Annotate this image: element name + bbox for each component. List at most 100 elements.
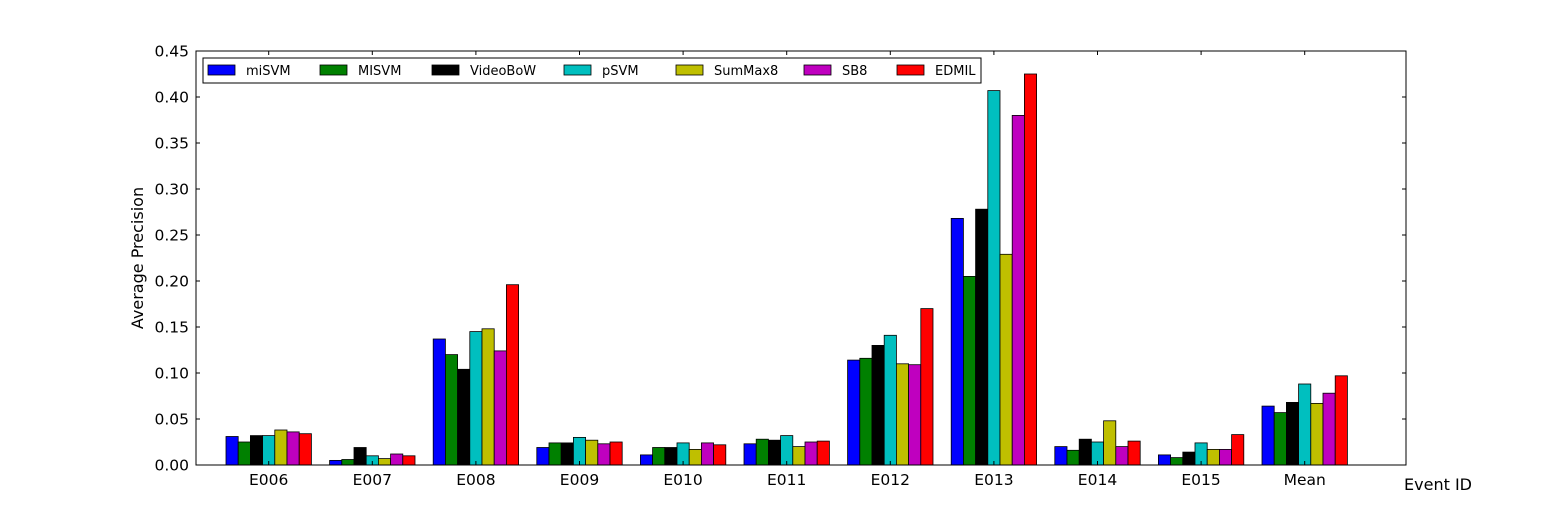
legend-label-psvm: pSVM — [602, 64, 639, 79]
y-tick-label: 0.45 — [154, 43, 189, 61]
y-tick-label: 0.10 — [154, 365, 189, 383]
x-tick-label: E009 — [560, 471, 599, 489]
bar-misvm-e010 — [640, 454, 654, 466]
bar-summax8-e007 — [377, 458, 391, 466]
bar-edmil-e015 — [1231, 434, 1245, 466]
legend-label-edmil: EDMIL — [935, 64, 976, 79]
x-tick-label: E012 — [871, 471, 910, 489]
bar-summax8-e010 — [688, 448, 702, 466]
legend-swatch-summax8 — [675, 64, 704, 76]
bar-videobow-e007 — [353, 447, 367, 466]
bar-misvm-e014 — [1054, 446, 1068, 466]
bar-videobow-e011 — [768, 439, 782, 466]
bar-misvm-e006 — [225, 436, 239, 466]
bar-edmil-mean — [1334, 375, 1348, 466]
y-tick-label: 0.30 — [154, 181, 189, 199]
bar-misvm-mean — [1273, 412, 1287, 466]
legend-swatch-misvm — [207, 64, 236, 76]
bar-psvm-e013 — [987, 90, 1001, 466]
bar-edmil-e010 — [713, 444, 727, 466]
bar-misvm-e009 — [536, 447, 550, 466]
y-tick-label: 0.00 — [154, 457, 189, 475]
x-tick-label: E015 — [1181, 471, 1220, 489]
bar-sb8-e006 — [286, 431, 300, 466]
bar-summax8-e014 — [1103, 420, 1117, 466]
y-tick-label: 0.40 — [154, 89, 189, 107]
bar-psvm-e008 — [469, 331, 483, 466]
bar-videobow-e015 — [1182, 451, 1196, 466]
legend-label-misvm: miSVM — [246, 64, 291, 79]
legend-label-misvm: MISVM — [358, 64, 401, 79]
y-tick-label: 0.20 — [154, 273, 189, 291]
y-tick-label: 0.05 — [154, 411, 189, 429]
legend-swatch-videobow — [431, 64, 460, 76]
x-tick-label: E006 — [249, 471, 288, 489]
bar-edmil-e006 — [298, 433, 312, 466]
bar-summax8-e008 — [481, 328, 495, 466]
bar-sb8-e010 — [701, 442, 715, 466]
legend-items: miSVM MISVM VideoBoW pSVM SumMax8 SB8 EDMIL — [207, 64, 976, 79]
x-tick-label: E007 — [353, 471, 392, 489]
bar-sb8-e013 — [1011, 115, 1025, 466]
bar-misvm-e009 — [548, 442, 562, 466]
legend-label-videobow: VideoBoW — [470, 64, 536, 79]
bar-sb8-e011 — [804, 441, 818, 466]
bar-videobow-e014 — [1078, 438, 1092, 466]
bar-videobow-e006 — [249, 435, 263, 466]
bar-psvm-e012 — [883, 334, 897, 466]
bar-sb8-e009 — [597, 443, 611, 466]
legend-swatch-edmil — [896, 64, 925, 76]
bar-misvm-mean — [1261, 405, 1275, 466]
bar-edmil-e014 — [1127, 440, 1141, 466]
bar-sb8-mean — [1322, 392, 1336, 466]
legend-swatch-sb8 — [803, 64, 832, 76]
bar-sb8-e012 — [908, 364, 922, 466]
legend-label-summax8: SumMax8 — [714, 64, 778, 79]
bar-misvm-e007 — [329, 459, 343, 466]
bar-summax8-e009 — [585, 439, 599, 466]
bar-misvm-e008 — [432, 338, 446, 466]
x-tick-label: E010 — [663, 471, 702, 489]
bar-misvm-e013 — [963, 275, 977, 466]
bar-summax8-e015 — [1206, 448, 1220, 466]
y-axis-label: Average Precision — [128, 187, 147, 329]
x-tick-label: E008 — [456, 471, 495, 489]
bar-videobow-e013 — [975, 208, 989, 466]
bar-misvm-e011 — [755, 438, 769, 466]
bar-videobow-e008 — [457, 368, 471, 466]
bar-edmil-e011 — [816, 440, 830, 466]
bars-layer — [225, 73, 1348, 466]
bar-videobow-e009 — [560, 442, 574, 466]
legend: miSVM MISVM VideoBoW pSVM SumMax8 SB8 EDMIL — [202, 57, 982, 84]
bar-summax8-e013 — [999, 253, 1013, 466]
legend-swatch-misvm — [319, 64, 348, 76]
y-tick-label: 0.15 — [154, 319, 189, 337]
bar-misvm-e012 — [847, 359, 861, 466]
bar-misvm-e015 — [1158, 454, 1172, 466]
bar-misvm-e008 — [444, 354, 458, 466]
bar-misvm-e015 — [1170, 457, 1184, 466]
bar-misvm-e010 — [652, 447, 666, 466]
bar-edmil-e009 — [609, 441, 623, 466]
bar-summax8-e012 — [896, 363, 910, 466]
x-tick-label: E013 — [974, 471, 1013, 489]
bar-sb8-e007 — [390, 453, 404, 466]
bar-sb8-e015 — [1219, 448, 1233, 466]
x-tick-label: E011 — [767, 471, 806, 489]
bar-sb8-e008 — [493, 350, 507, 466]
legend-label-sb8: SB8 — [842, 64, 867, 79]
bar-edmil-e008 — [505, 284, 519, 466]
bar-edmil-e012 — [920, 308, 934, 466]
bar-edmil-e007 — [402, 455, 416, 466]
bar-summax8-e011 — [792, 446, 806, 466]
bar-misvm-e014 — [1066, 449, 1080, 466]
bar-edmil-e013 — [1024, 73, 1038, 466]
y-tick-label: 0.25 — [154, 227, 189, 245]
plot-frame — [195, 50, 1407, 466]
bar-sb8-e014 — [1115, 446, 1129, 466]
bar-psvm-e011 — [780, 435, 794, 466]
x-tick-label: E014 — [1078, 471, 1117, 489]
x-axis-label: Event ID — [1404, 475, 1472, 494]
